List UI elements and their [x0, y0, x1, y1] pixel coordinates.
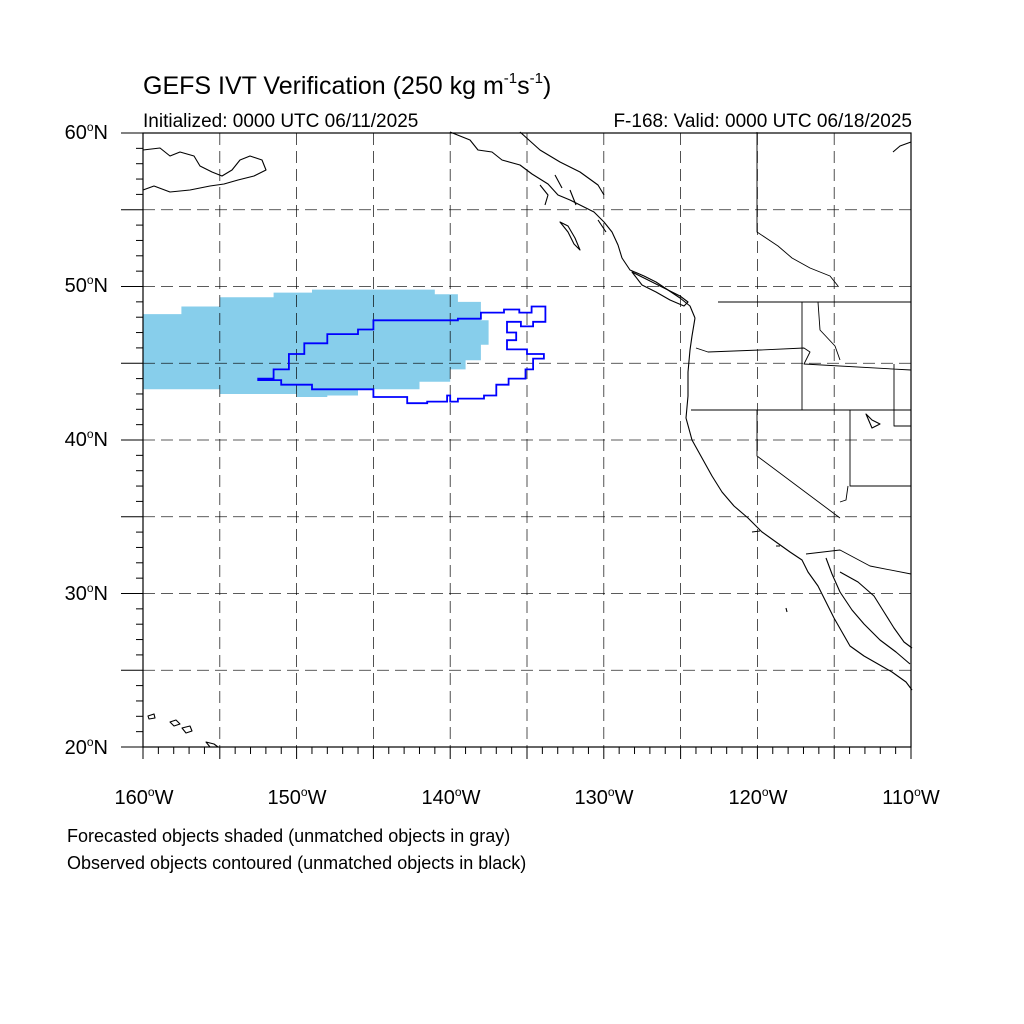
gulf-of-california-east	[839, 571, 913, 649]
hawaii-island-2	[169, 719, 181, 727]
hawaii-island-3	[181, 725, 193, 734]
lat-label-50: 50oN	[64, 273, 108, 297]
coastline-alaska-bc	[449, 131, 696, 319]
lat-label-40: 40oN	[64, 427, 108, 451]
northwest-coast-islands	[539, 174, 607, 233]
haida-gwaii	[559, 221, 581, 251]
hawaii-island-1	[147, 713, 156, 720]
lon-label-160: 160oW	[114, 785, 174, 809]
lake-feature	[865, 413, 881, 429]
lat-label-20: 20oN	[64, 735, 108, 759]
lon-label-130: 130oW	[574, 785, 634, 809]
lat-label-60: 60oN	[64, 120, 108, 144]
coastlines	[142, 131, 913, 748]
baja-east-coast	[825, 557, 911, 665]
lon-label-110: 110oW	[882, 785, 940, 809]
map-gridlines	[143, 133, 911, 747]
forecast-legend-note: Forecasted objects shaded (unmatched obj…	[67, 826, 511, 846]
lon-label-120: 120oW	[728, 785, 788, 809]
coastline-us-west	[685, 317, 913, 691]
coastline-nw-corner	[142, 147, 267, 193]
coastline-alaska-panhandle	[519, 131, 605, 196]
hawaii-island-4	[205, 741, 219, 748]
us-canada-border	[718, 132, 911, 303]
lon-label-150: 150oW	[267, 785, 327, 809]
observed-ivt-contour	[257, 305, 547, 405]
map-title: GEFS IVT Verification (250 kg m-1s-1)	[143, 70, 552, 100]
map-frame	[121, 132, 912, 759]
lon-label-140: 140oW	[421, 785, 481, 809]
lat-label-30: 30oN	[64, 581, 108, 605]
valid-time-label: F-168: Valid: 0000 UTC 06/18/2025	[613, 111, 912, 132]
coastline-ne-corner	[892, 141, 912, 153]
state-borders	[691, 301, 912, 575]
vancouver-island	[631, 271, 689, 307]
observed-object-layer	[257, 305, 547, 405]
channel-islands	[751, 530, 788, 613]
initialized-time-label: Initialized: 0000 UTC 06/11/2025	[143, 111, 419, 132]
observed-legend-note: Observed objects contoured (unmatched ob…	[67, 853, 527, 873]
